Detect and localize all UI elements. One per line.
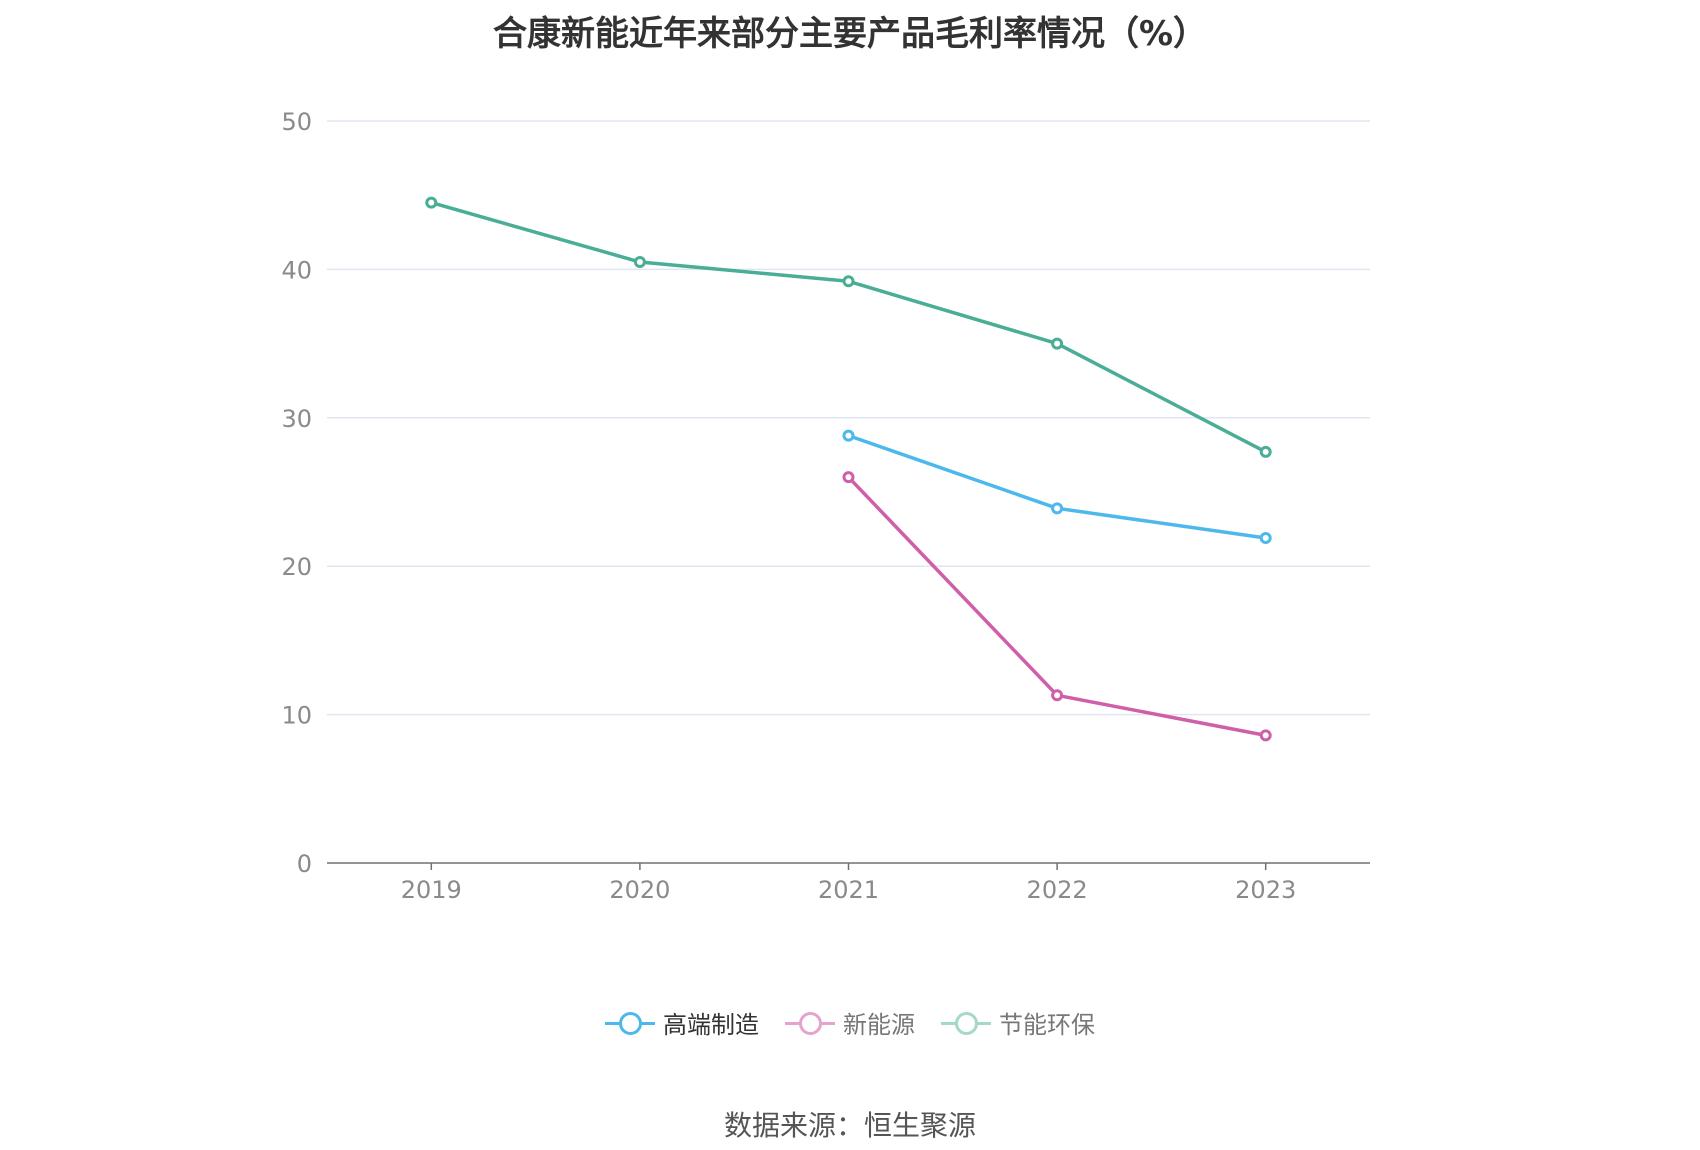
x-tick-label: 2021 xyxy=(818,876,879,904)
y-tick-label: 40 xyxy=(281,256,312,284)
legend-swatch-gaoduan xyxy=(605,1011,655,1035)
y-tick-label: 0 xyxy=(297,850,312,878)
x-tick-label: 2020 xyxy=(609,876,670,904)
legend-label-xinnengyuan: 新能源 xyxy=(843,1011,915,1039)
x-tick-label: 2023 xyxy=(1235,876,1296,904)
data-source: 数据来源：恒生聚源 xyxy=(723,1109,976,1142)
legend-swatch-xinnengyuan xyxy=(785,1011,835,1035)
data-point-series-1 xyxy=(842,471,855,484)
legend-label-gaoduan: 高端制造 xyxy=(663,1011,759,1039)
data-point-series-1 xyxy=(1051,689,1064,702)
x-tick-label: 2019 xyxy=(401,876,462,904)
legend-circle-gaoduan xyxy=(619,1011,642,1035)
data-point-series-2 xyxy=(425,196,438,209)
legend-swatch-jieneng xyxy=(941,1011,991,1035)
legend-item-gaoduan[interactable]: 高端制造 xyxy=(605,1005,759,1040)
chart-title: 合康新能近年来部分主要产品毛利率情况（%） xyxy=(492,14,1208,54)
chart-legend: 高端制造 新能源 节能环保 xyxy=(0,1005,1700,1040)
data-point-series-2 xyxy=(842,275,855,288)
series-line-0 xyxy=(847,433,1266,540)
legend-circle-xinnengyuan xyxy=(799,1011,822,1035)
series-line-2 xyxy=(430,200,1267,454)
data-point-series-2 xyxy=(1259,445,1272,458)
y-tick-label: 30 xyxy=(281,405,312,433)
y-tick-label: 50 xyxy=(281,108,312,136)
data-point-series-0 xyxy=(1259,532,1272,545)
legend-item-xinnengyuan[interactable]: 新能源 xyxy=(785,1005,915,1040)
legend-label-jieneng: 节能环保 xyxy=(999,1011,1095,1039)
y-tick-label: 20 xyxy=(281,553,312,581)
legend-item-jieneng[interactable]: 节能环保 xyxy=(941,1005,1095,1040)
data-point-series-2 xyxy=(633,255,646,268)
data-point-series-2 xyxy=(1051,337,1064,350)
data-point-series-0 xyxy=(842,429,855,442)
data-point-series-1 xyxy=(1259,729,1272,742)
x-tick-label: 2022 xyxy=(1027,876,1088,904)
y-tick-label: 10 xyxy=(281,702,312,730)
data-point-series-0 xyxy=(1051,502,1064,515)
legend-circle-jieneng xyxy=(955,1011,978,1035)
